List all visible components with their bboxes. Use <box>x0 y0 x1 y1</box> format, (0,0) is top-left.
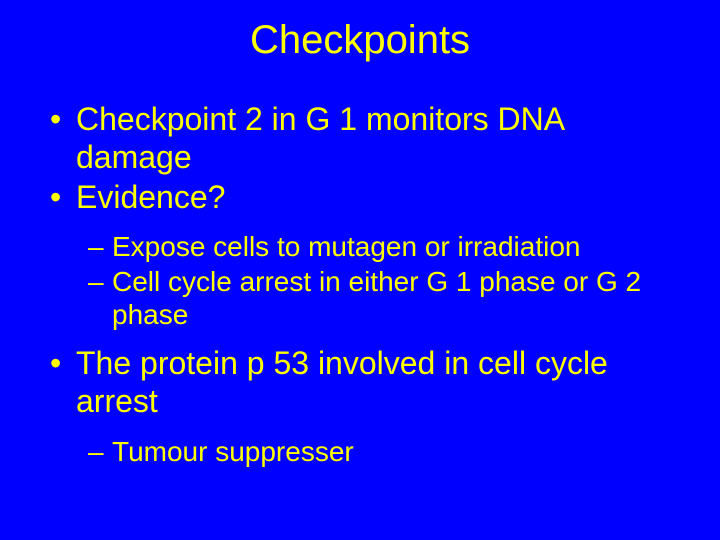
bullet-item: Checkpoint 2 in G 1 monitors DNA damage <box>50 101 680 177</box>
slide-title: Checkpoints <box>40 18 680 63</box>
bullet-item: The protein p 53 involved in cell cycle … <box>50 345 680 421</box>
bullet-subitem: Expose cells to mutagen or irradiation <box>88 230 680 263</box>
bullet-item: Evidence? <box>50 179 680 217</box>
bullet-subitem: Cell cycle arrest in either G 1 phase or… <box>88 265 680 331</box>
bullet-subitem: Tumour suppresser <box>88 435 680 468</box>
